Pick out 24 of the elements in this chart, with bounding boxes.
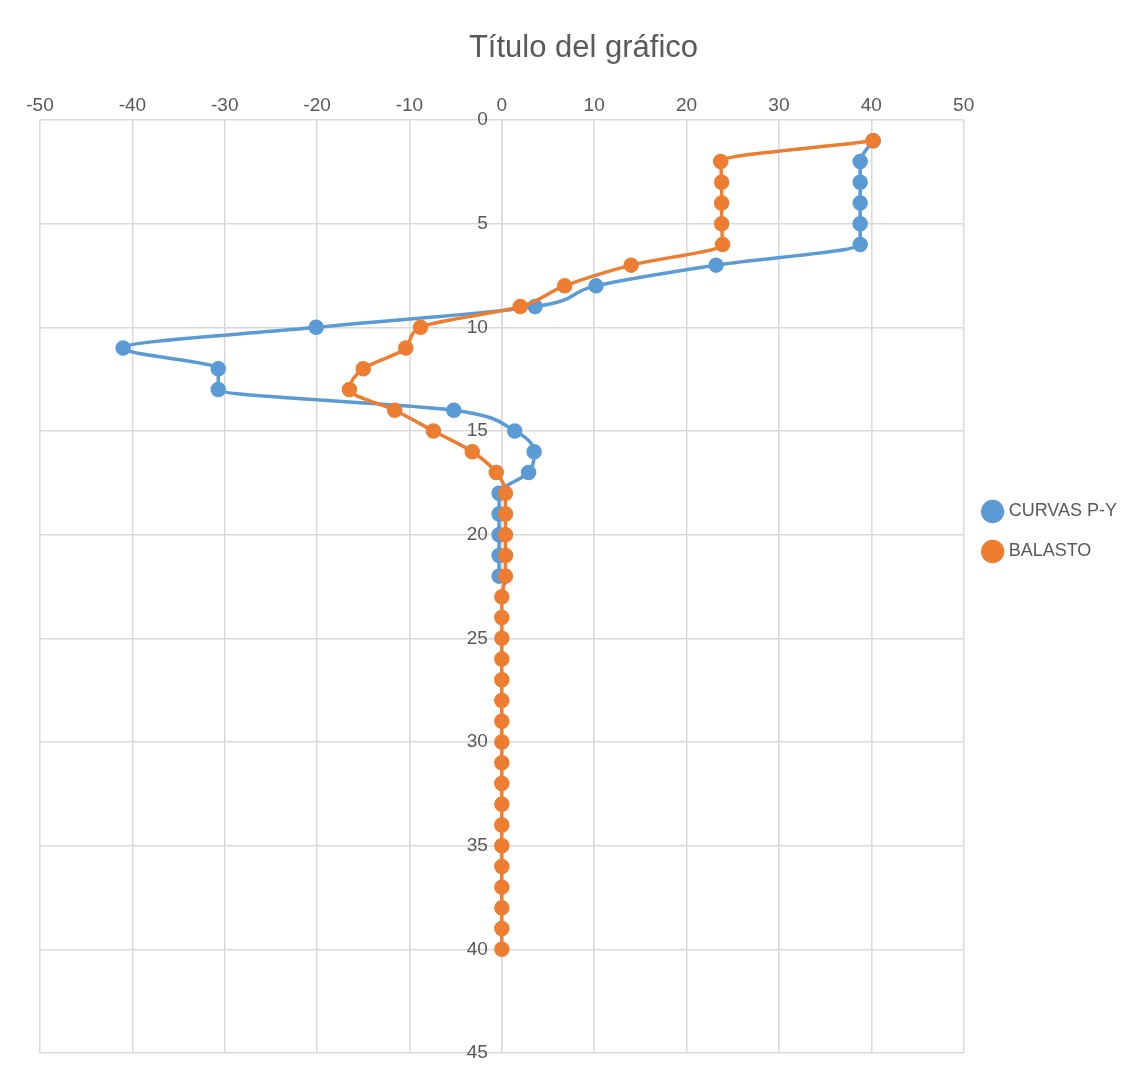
y-tick-label: 20 xyxy=(466,522,488,544)
x-tick-label: 50 xyxy=(953,93,975,115)
y-tick-label: 45 xyxy=(466,1041,488,1063)
y-tick-label: 5 xyxy=(477,211,488,233)
x-tick-label: -30 xyxy=(210,93,239,115)
x-tick-label: -40 xyxy=(118,93,147,115)
y-tick-label: 25 xyxy=(466,626,488,648)
x-tick-label: 20 xyxy=(675,93,698,115)
x-tick-label: -20 xyxy=(303,93,331,115)
x-tick-label: 30 xyxy=(768,93,790,115)
legend-label: BALASTO xyxy=(1008,540,1092,561)
y-tick-label: 40 xyxy=(466,937,488,959)
x-tick-label: 0 xyxy=(496,93,508,115)
chart-title: Título del gráfico xyxy=(468,29,699,65)
y-tick-label: 0 xyxy=(477,108,488,130)
y-tick-label: 15 xyxy=(466,419,488,441)
y-tick-label: 30 xyxy=(466,730,488,752)
x-tick-label: 10 xyxy=(583,93,605,115)
x-tick-label: -10 xyxy=(395,93,424,115)
x-tick-label: -50 xyxy=(26,93,54,115)
x-tick-label: 40 xyxy=(860,93,882,115)
y-tick-label: 10 xyxy=(466,315,488,337)
legend-label: CURVAS P-Y xyxy=(1008,500,1118,521)
y-tick-label: 35 xyxy=(466,833,488,855)
